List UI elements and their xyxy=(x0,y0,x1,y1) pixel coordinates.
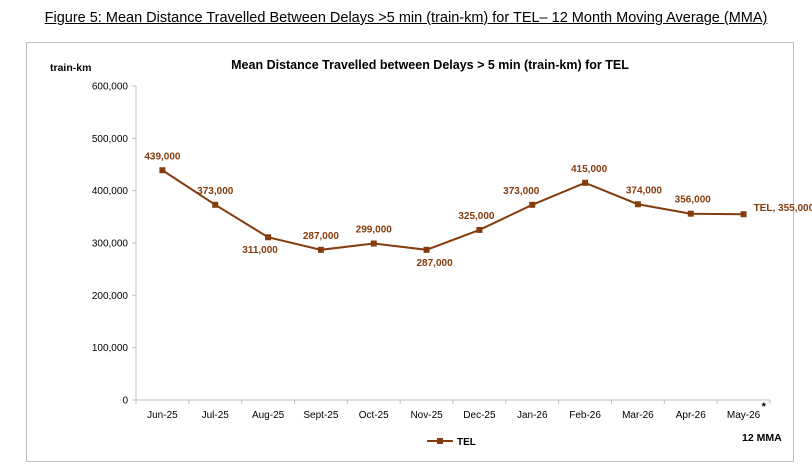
x-axis-label: 12 MMA xyxy=(742,432,782,444)
x-tick-label: Feb-26 xyxy=(569,410,601,421)
x-tick-label: Jun-25 xyxy=(147,410,178,421)
y-tick-label: 600,000 xyxy=(92,82,129,93)
data-label: 439,000 xyxy=(144,151,181,162)
data-point xyxy=(265,234,272,241)
y-ticks: 0 100,000 200,000 300,000 400,000 500,000 600,… xyxy=(92,82,136,407)
data-point xyxy=(317,246,324,253)
legend-marker xyxy=(437,438,443,444)
series-tel: 439,000 373,000 311,000 287,000 299,000 287,0… xyxy=(144,151,812,269)
data-label: 373,000 xyxy=(197,186,234,197)
chart-frame xyxy=(26,42,794,462)
data-point xyxy=(740,211,747,218)
data-point xyxy=(529,201,536,208)
data-point xyxy=(212,201,219,208)
data-point xyxy=(634,201,641,208)
data-point xyxy=(687,210,694,217)
figure-title: Figure 5: Mean Distance Travelled Betwee… xyxy=(44,10,768,26)
data-point xyxy=(582,179,589,186)
data-label: 299,000 xyxy=(356,225,393,236)
x-tick-label: Aug-25 xyxy=(252,410,285,421)
x-tick-label: Oct-25 xyxy=(359,410,389,421)
x-tick-label: Mar-26 xyxy=(622,410,654,421)
data-label: TEL, 355,000 xyxy=(754,203,812,214)
x-tick-label: Nov-25 xyxy=(410,410,443,421)
x-ticks: Jun-25 Jul-25 Aug-25 Sept-25 Oct-25 Nov-25 Dec… xyxy=(135,400,771,421)
x-tick-label: Dec-25 xyxy=(463,410,496,421)
y-tick-label: 200,000 xyxy=(92,291,129,302)
data-label: 374,000 xyxy=(626,185,663,196)
x-tick-label: Apr-26 xyxy=(676,410,706,421)
series-line xyxy=(161,169,744,251)
data-label: 287,000 xyxy=(303,231,340,242)
y-tick-label: 400,000 xyxy=(92,186,129,197)
legend: TEL xyxy=(427,437,476,448)
data-label: 325,000 xyxy=(458,211,495,222)
legend-label: TEL xyxy=(457,437,476,448)
data-label: 287,000 xyxy=(417,258,454,269)
x-tick-label: Jan-26 xyxy=(517,410,548,421)
x-tick-label: May-26 xyxy=(727,410,761,421)
y-tick-label: 100,000 xyxy=(92,343,129,354)
data-label: 311,000 xyxy=(242,245,278,256)
data-point xyxy=(476,226,483,233)
y-axis-label: train-km xyxy=(50,62,91,74)
x-tick-label: Sept-25 xyxy=(303,410,338,421)
x-tick-label: Jul-25 xyxy=(202,410,230,421)
x-tick-footnote-marker: * xyxy=(762,401,767,413)
data-point xyxy=(370,240,377,247)
y-tick-label: 500,000 xyxy=(92,134,129,145)
y-tick-label: 300,000 xyxy=(92,239,129,250)
data-point xyxy=(423,246,430,253)
y-tick-label: 0 xyxy=(122,396,128,407)
data-label: 373,000 xyxy=(503,186,540,197)
chart-title: Mean Distance Travelled between Delays >… xyxy=(231,58,629,72)
data-label: 415,000 xyxy=(571,164,608,175)
data-label: 356,000 xyxy=(675,195,712,206)
data-point xyxy=(159,167,166,174)
